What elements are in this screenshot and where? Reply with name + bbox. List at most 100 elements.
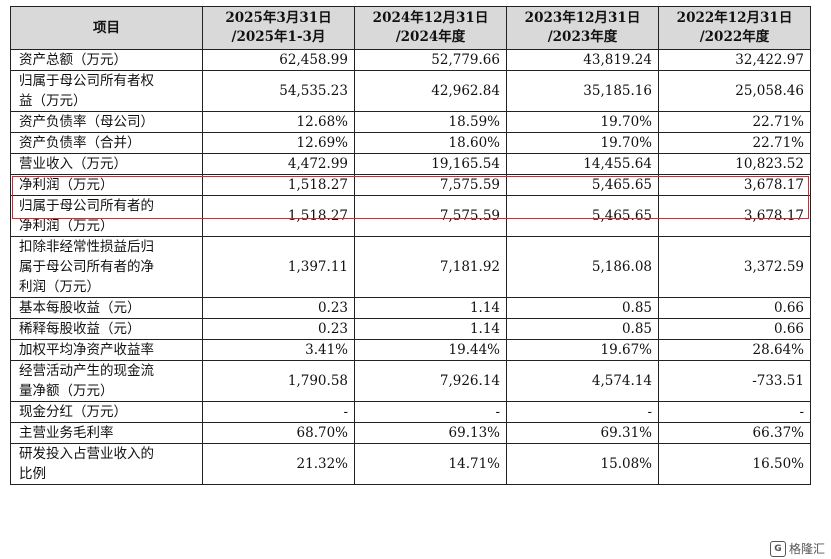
financial-data-table: 项目 2025年3月31日/2025年1-3月 2024年12月31日/2024… [10,6,811,485]
header-col-2023: 2023年12月31日/2023年度 [506,6,659,50]
value-cell: 19.70% [506,132,659,154]
table-row: 资产总额（万元） 62,458.99 52,779.66 43,819.24 32,42… [10,49,811,71]
header-line: 2022年12月31日 [676,10,793,26]
value-cell: 19.70% [506,111,659,133]
value-cell: 1,518.27 [202,195,355,237]
row-label-line: 研发投入占营业收入的 [19,446,154,462]
value-cell: 1,790.58 [202,360,355,402]
table-row: 研发投入占营业收入的 比例 21.32% 14.71% 15.08% 16.50% [10,443,811,485]
value-cell: 3,678.17 [658,174,811,196]
value-cell: 66.37% [658,422,811,444]
value-cell: 69.13% [354,422,507,444]
value-cell: 3,372.59 [658,236,811,298]
value-cell: 1,397.11 [202,236,355,298]
row-label: 营业收入（万元） [10,153,203,175]
header-line: 2023年12月31日 [524,10,641,26]
table-row: 基本每股收益（元） 0.23 1.14 0.85 0.66 [10,297,811,319]
row-label: 稀释每股收益（元） [10,318,203,340]
row-label: 净利润（万元） [10,174,203,196]
value-cell: 22.71% [658,111,811,133]
row-label-line: 净利润（万元） [19,218,114,234]
header-item: 项目 [10,6,203,50]
value-cell: 0.85 [506,297,659,319]
row-label-line: 现金分红（万元） [19,404,127,420]
value-cell: -733.51 [658,360,811,402]
row-label-line: 资产总额（万元） [19,52,127,68]
value-cell: 7,926.14 [354,360,507,402]
row-label-line: 经营活动产生的现金流 [19,363,154,379]
value-cell: - [506,401,659,423]
row-label-line: 归属于母公司所有者权 [19,73,154,89]
row-label-line: 利润（万元） [19,279,100,295]
value-cell: 16.50% [658,443,811,485]
value-cell: 4,574.14 [506,360,659,402]
value-cell: 0.23 [202,318,355,340]
value-cell: 28.64% [658,339,811,361]
header-col-2025q1: 2025年3月31日/2025年1-3月 [202,6,355,50]
value-cell: 1.14 [354,297,507,319]
row-label-line: 资产负债率（母公司） [19,114,154,130]
header-line: /2022年度 [699,29,770,45]
value-cell: 18.59% [354,111,507,133]
row-label-line: 稀释每股收益（元） [19,321,141,337]
watermark-text: 格隆汇 [788,542,825,556]
row-label: 归属于母公司所有者权 益（万元） [10,70,203,112]
value-cell: 43,819.24 [506,49,659,71]
value-cell: 19.44% [354,339,507,361]
value-cell: 1.14 [354,318,507,340]
row-label-line: 量净额（万元） [19,383,114,399]
row-label-line: 加权平均净资产收益率 [19,342,154,358]
row-label: 基本每股收益（元） [10,297,203,319]
row-label-line: 比例 [19,466,46,482]
header-line: /2024年度 [395,29,466,45]
row-label-line: 主营业务毛利率 [19,425,114,441]
value-cell: - [202,401,355,423]
row-label-line: 扣除非经常性损益后归 [19,239,154,255]
value-cell: 18.60% [354,132,507,154]
value-cell: 68.70% [202,422,355,444]
header-line: /2025年1-3月 [231,29,326,45]
value-cell: 12.68% [202,111,355,133]
table-row: 归属于母公司所有者的 净利润（万元） 1,518.27 7,575.59 5,465.6… [10,195,811,237]
header-line: /2023年度 [547,29,618,45]
row-label-line: 益（万元） [19,93,87,109]
value-cell: 32,422.97 [658,49,811,71]
watermark: G 格隆汇 [769,540,825,557]
row-label-line: 属于母公司所有者的净 [19,259,154,275]
table-row: 经营活动产生的现金流 量净额（万元） 1,790.58 7,926.14 4,574.1… [10,360,811,402]
value-cell: 22.71% [658,132,811,154]
value-cell: 14.71% [354,443,507,485]
value-cell: 10,823.52 [658,153,811,175]
value-cell: 19,165.54 [354,153,507,175]
value-cell: 5,465.65 [506,195,659,237]
table-row: 加权平均净资产收益率 3.41% 19.44% 19.67% 28.64% [10,339,811,361]
row-label: 现金分红（万元） [10,401,203,423]
value-cell: 35,185.16 [506,70,659,112]
header-item-label: 项目 [93,19,120,36]
row-label: 研发投入占营业收入的 比例 [10,443,203,485]
value-cell: 5,186.08 [506,236,659,298]
row-label-line: 净利润（万元） [19,177,114,193]
row-label: 扣除非经常性损益后归 属于母公司所有者的净 利润（万元） [10,236,203,298]
value-cell: 52,779.66 [354,49,507,71]
table-row: 资产负债率（合并） 12.69% 18.60% 19.70% 22.71% [10,132,811,154]
value-cell: 3.41% [202,339,355,361]
row-label-line: 营业收入（万元） [19,156,127,172]
table-row: 归属于母公司所有者权 益（万元） 54,535.23 42,962.84 35,185.… [10,70,811,112]
header-line: 2024年12月31日 [372,10,489,26]
value-cell: 4,472.99 [202,153,355,175]
header-col-2024: 2024年12月31日/2024年度 [354,6,507,50]
value-cell: 0.66 [658,297,811,319]
value-cell: - [354,401,507,423]
value-cell: 54,535.23 [202,70,355,112]
table-row: 扣除非经常性损益后归 属于母公司所有者的净 利润（万元） 1,397.11 7,181.… [10,236,811,298]
table-row: 现金分红（万元） - - - - [10,401,811,423]
value-cell: 0.66 [658,318,811,340]
value-cell: 1,518.27 [202,174,355,196]
header-line: 2025年3月31日 [225,10,332,26]
row-label: 资产总额（万元） [10,49,203,71]
row-label: 归属于母公司所有者的 净利润（万元） [10,195,203,237]
header-col-2022: 2022年12月31日/2022年度 [658,6,811,50]
gelonghui-logo-icon: G [769,540,786,557]
row-label: 加权平均净资产收益率 [10,339,203,361]
